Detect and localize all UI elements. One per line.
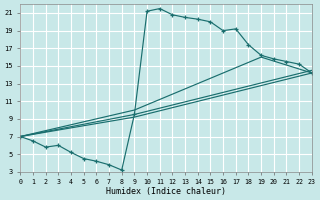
X-axis label: Humidex (Indice chaleur): Humidex (Indice chaleur)	[106, 187, 226, 196]
